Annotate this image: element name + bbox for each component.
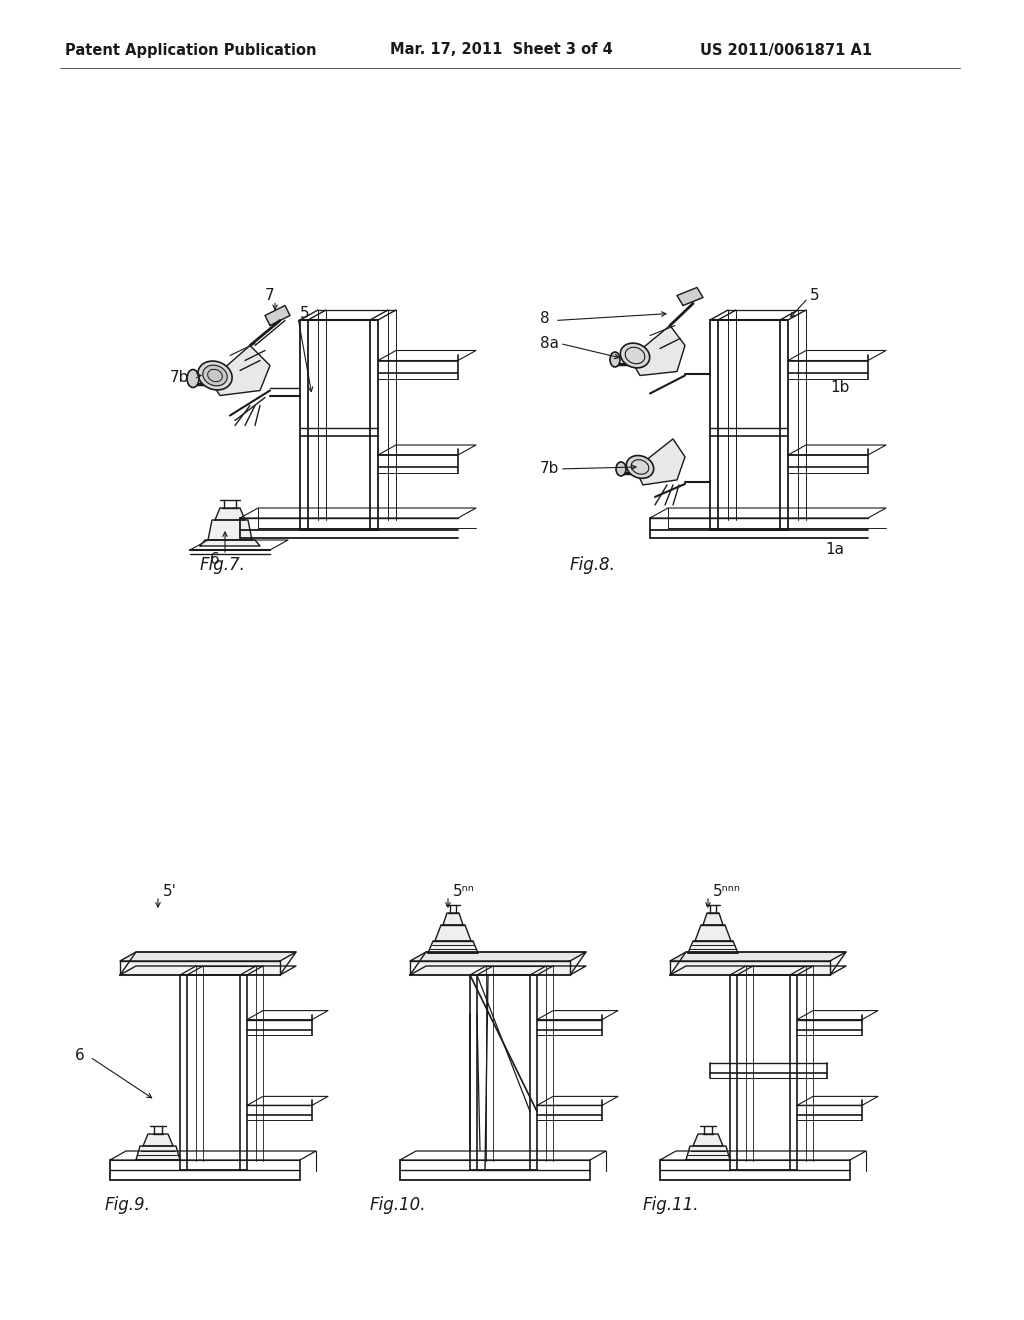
Polygon shape bbox=[693, 1134, 723, 1146]
Text: 6: 6 bbox=[210, 553, 220, 568]
Ellipse shape bbox=[627, 455, 653, 478]
Polygon shape bbox=[200, 540, 260, 546]
Text: Patent Application Publication: Patent Application Publication bbox=[65, 42, 316, 58]
Text: 5ⁿⁿⁿ: 5ⁿⁿⁿ bbox=[713, 883, 741, 899]
Text: 5: 5 bbox=[810, 288, 819, 302]
Polygon shape bbox=[120, 952, 296, 975]
Text: Fig.9.: Fig.9. bbox=[105, 1196, 151, 1214]
Polygon shape bbox=[120, 952, 296, 961]
Polygon shape bbox=[703, 913, 723, 925]
Text: 1a: 1a bbox=[825, 543, 844, 557]
Polygon shape bbox=[443, 913, 463, 925]
Ellipse shape bbox=[621, 343, 649, 368]
Text: 6: 6 bbox=[75, 1048, 85, 1063]
Text: Fig.8.: Fig.8. bbox=[570, 556, 615, 574]
Ellipse shape bbox=[610, 352, 620, 367]
Polygon shape bbox=[215, 508, 245, 520]
Polygon shape bbox=[265, 305, 290, 326]
Polygon shape bbox=[686, 1146, 730, 1160]
Text: 1b: 1b bbox=[830, 380, 849, 395]
Polygon shape bbox=[670, 952, 846, 961]
Text: Fig.11.: Fig.11. bbox=[643, 1196, 699, 1214]
Polygon shape bbox=[208, 520, 252, 540]
Text: 7b: 7b bbox=[540, 462, 559, 477]
Text: 8: 8 bbox=[540, 312, 550, 326]
Text: US 2011/0061871 A1: US 2011/0061871 A1 bbox=[700, 42, 872, 58]
Text: 7: 7 bbox=[265, 288, 274, 304]
Polygon shape bbox=[410, 952, 586, 975]
Polygon shape bbox=[143, 1134, 173, 1146]
Polygon shape bbox=[410, 952, 586, 961]
Polygon shape bbox=[670, 952, 846, 975]
Polygon shape bbox=[677, 288, 703, 305]
Polygon shape bbox=[428, 941, 478, 953]
Text: 7b: 7b bbox=[170, 370, 189, 385]
Polygon shape bbox=[136, 1146, 180, 1160]
Text: Fig.10.: Fig.10. bbox=[370, 1196, 427, 1214]
Polygon shape bbox=[630, 326, 685, 375]
Ellipse shape bbox=[203, 366, 227, 385]
Text: 5': 5' bbox=[163, 883, 177, 899]
Polygon shape bbox=[210, 346, 270, 396]
Ellipse shape bbox=[187, 370, 199, 388]
Polygon shape bbox=[695, 925, 731, 941]
Polygon shape bbox=[635, 440, 685, 484]
Text: 5: 5 bbox=[300, 306, 309, 321]
Text: Fig.7.: Fig.7. bbox=[200, 556, 246, 574]
Text: Mar. 17, 2011  Sheet 3 of 4: Mar. 17, 2011 Sheet 3 of 4 bbox=[390, 42, 612, 58]
Polygon shape bbox=[435, 925, 471, 941]
Text: 5ⁿⁿ: 5ⁿⁿ bbox=[453, 883, 475, 899]
Ellipse shape bbox=[198, 362, 232, 389]
Text: 8a: 8a bbox=[540, 337, 559, 351]
Ellipse shape bbox=[616, 462, 626, 477]
Polygon shape bbox=[688, 941, 738, 953]
